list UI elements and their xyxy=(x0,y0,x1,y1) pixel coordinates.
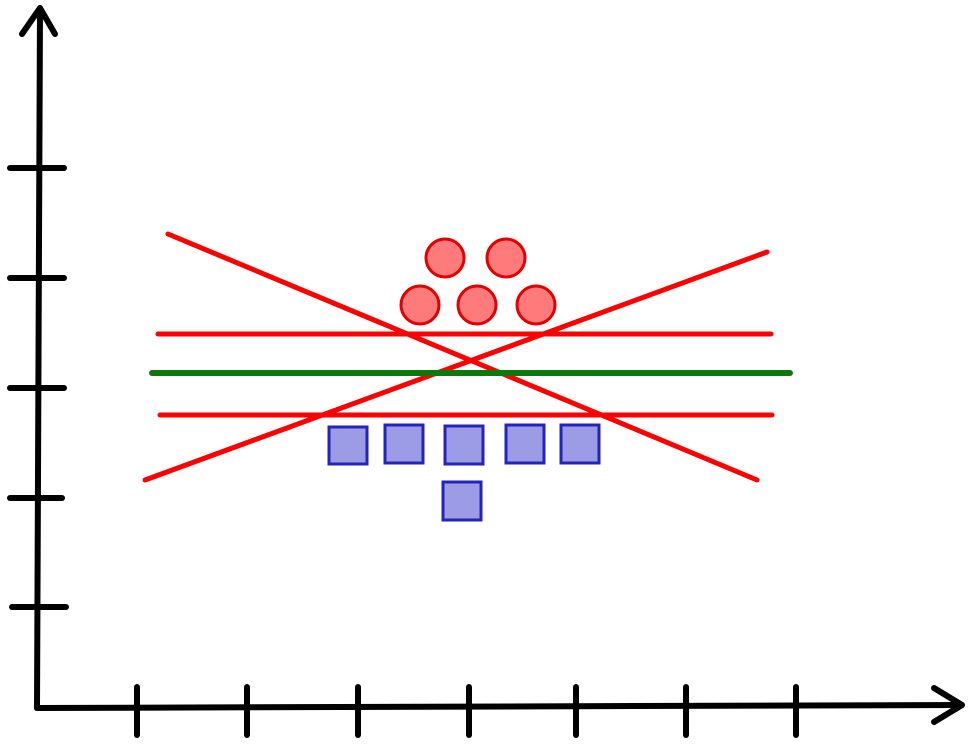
circle-point xyxy=(515,284,557,326)
square-point xyxy=(504,423,546,465)
circle-point xyxy=(424,237,466,279)
descending-separator-line xyxy=(165,231,760,483)
square-point xyxy=(441,480,483,522)
axes xyxy=(7,5,965,738)
circle-point xyxy=(456,284,498,326)
circle-class-points xyxy=(399,237,557,326)
x-axis-arrowhead xyxy=(931,685,965,725)
ascending-separator-line xyxy=(142,249,770,483)
circle-point xyxy=(399,284,441,326)
square-class-points xyxy=(327,423,601,522)
circle-point xyxy=(485,237,527,279)
square-point xyxy=(383,423,425,465)
y-axis xyxy=(34,7,43,711)
square-point xyxy=(443,424,485,466)
y-axis-arrowhead xyxy=(19,5,58,37)
square-point xyxy=(327,425,369,466)
candidate-lines xyxy=(142,231,775,483)
square-point xyxy=(559,423,601,465)
x-axis xyxy=(34,702,963,711)
